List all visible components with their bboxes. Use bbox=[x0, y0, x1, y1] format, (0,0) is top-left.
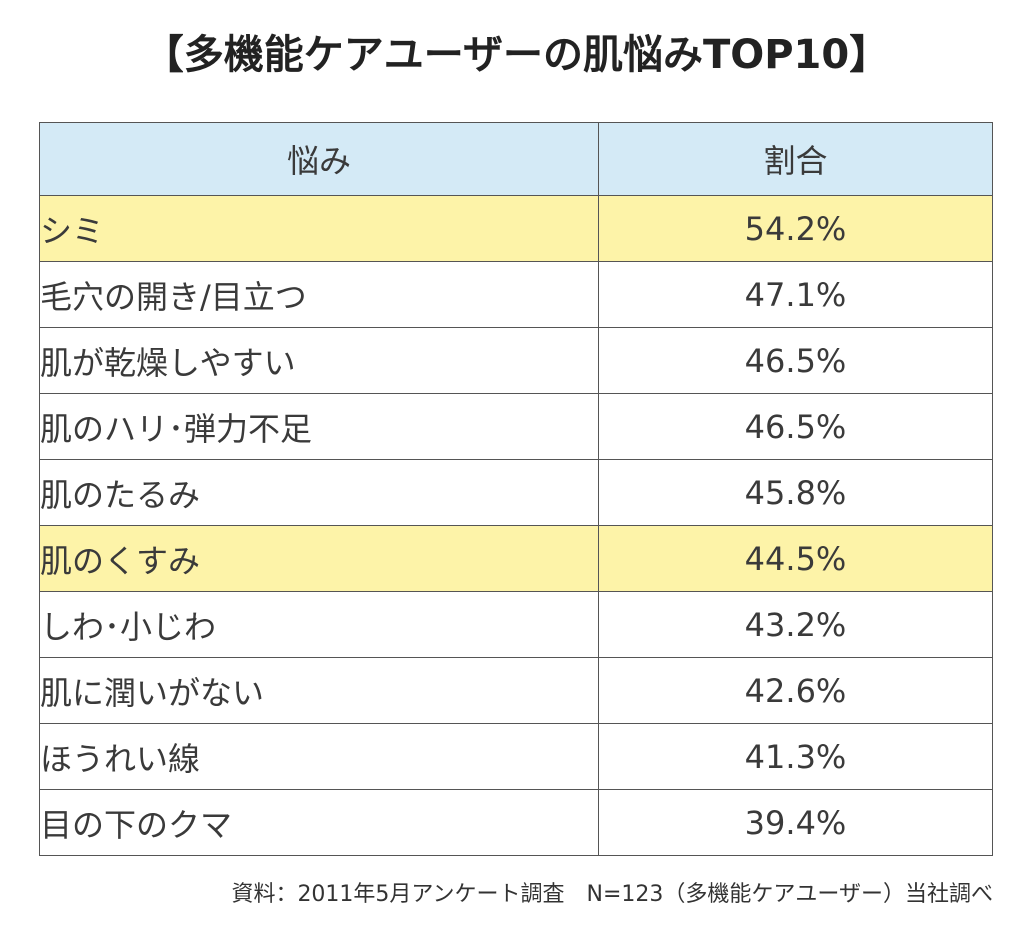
concerns-table-container: 悩み 割合 シミ 54.2% 毛穴の開き/目立つ 47.1% 肌が乾燥しやすい 46.5%… bbox=[39, 122, 993, 856]
table-row: 肌のくすみ 44.5% bbox=[39, 525, 993, 592]
header-ratio: 割合 bbox=[598, 122, 993, 196]
concern-label: 肌のハリ･弾力不足 bbox=[39, 393, 599, 460]
header-concern: 悩み bbox=[39, 122, 599, 196]
concern-label: 肌のたるみ bbox=[39, 459, 599, 526]
table-row: 肌のたるみ 45.8% bbox=[39, 459, 993, 526]
concern-label: しわ･小じわ bbox=[39, 591, 599, 658]
concern-label: 目の下のクマ bbox=[39, 789, 599, 856]
ratio-value: 41.3% bbox=[598, 723, 993, 790]
ratio-value: 43.2% bbox=[598, 591, 993, 658]
ratio-value: 46.5% bbox=[598, 327, 993, 394]
table-body: シミ 54.2% 毛穴の開き/目立つ 47.1% 肌が乾燥しやすい 46.5% 肌のハリ･弾… bbox=[39, 195, 993, 856]
table-row: 肌に潤いがない 42.6% bbox=[39, 657, 993, 724]
concern-label: 毛穴の開き/目立つ bbox=[39, 261, 599, 328]
ratio-value: 47.1% bbox=[598, 261, 993, 328]
concern-label: 肌が乾燥しやすい bbox=[39, 327, 599, 394]
ratio-value: 45.8% bbox=[598, 459, 993, 526]
concern-label: シミ bbox=[39, 195, 599, 262]
table-header-row: 悩み 割合 bbox=[39, 122, 993, 196]
table-row: しわ･小じわ 43.2% bbox=[39, 591, 993, 658]
concern-label: 肌に潤いがない bbox=[39, 657, 599, 724]
concern-label: 肌のくすみ bbox=[39, 525, 599, 592]
source-note: 資料：2011年5月アンケート調査 N=123（多機能ケアユーザー）当社調べ bbox=[231, 882, 993, 907]
ratio-value: 54.2% bbox=[598, 195, 993, 262]
page-title: 【多機能ケアユーザーの肌悩みTOP10】 bbox=[143, 32, 890, 78]
table-row: 目の下のクマ 39.4% bbox=[39, 789, 993, 856]
ratio-value: 42.6% bbox=[598, 657, 993, 724]
concern-label: ほうれい線 bbox=[39, 723, 599, 790]
table-row: シミ 54.2% bbox=[39, 195, 993, 262]
concerns-table: 悩み 割合 シミ 54.2% 毛穴の開き/目立つ 47.1% 肌が乾燥しやすい 46.5%… bbox=[39, 122, 993, 856]
table-row: 毛穴の開き/目立つ 47.1% bbox=[39, 261, 993, 328]
ratio-value: 46.5% bbox=[598, 393, 993, 460]
table-row: 肌が乾燥しやすい 46.5% bbox=[39, 327, 993, 394]
ratio-value: 39.4% bbox=[598, 789, 993, 856]
table-row: 肌のハリ･弾力不足 46.5% bbox=[39, 393, 993, 460]
table-row: ほうれい線 41.3% bbox=[39, 723, 993, 790]
ratio-value: 44.5% bbox=[598, 525, 993, 592]
